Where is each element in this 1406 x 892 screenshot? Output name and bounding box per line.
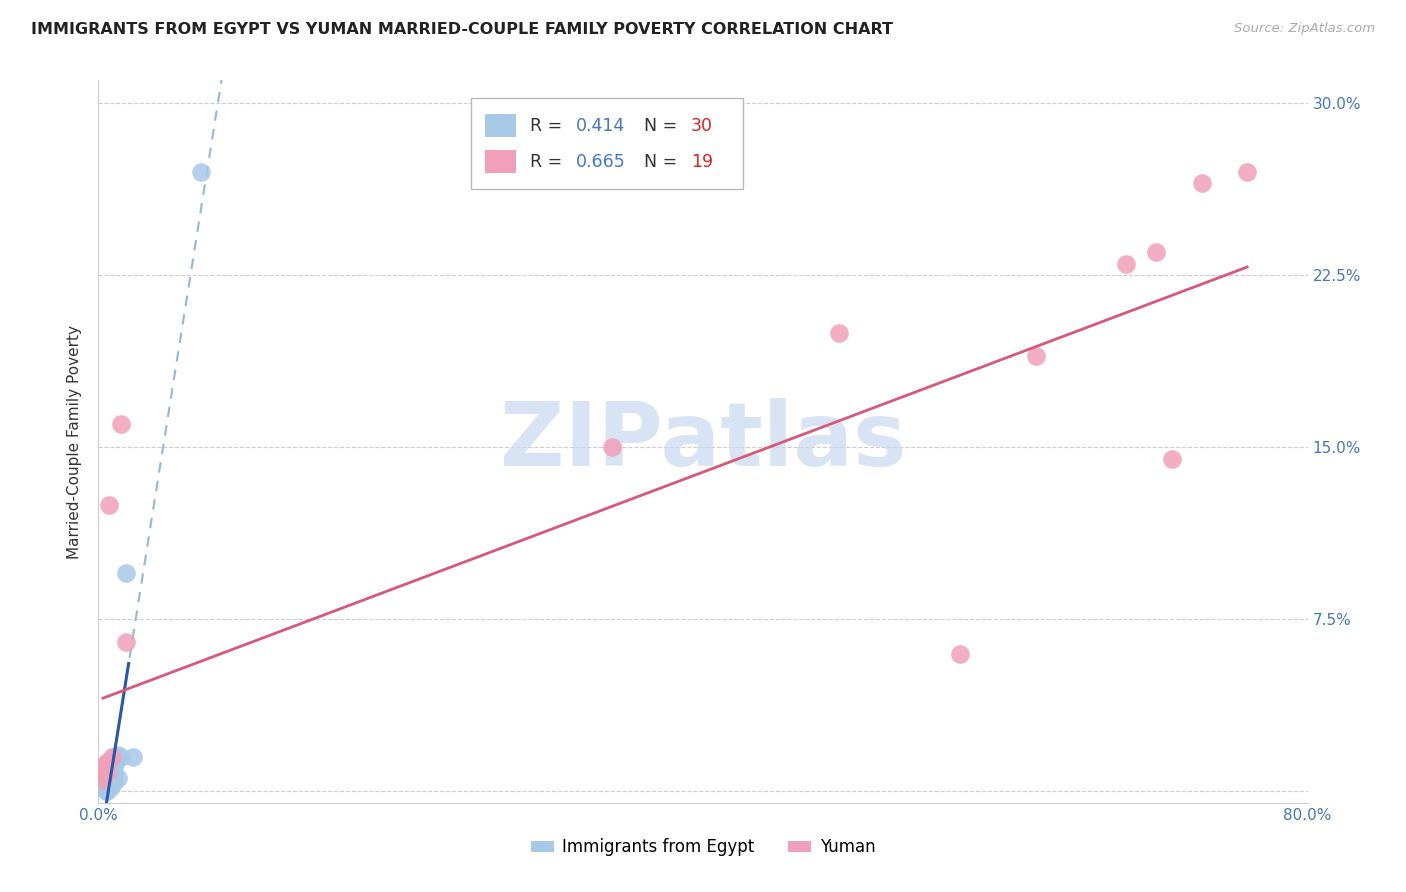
Point	[602, 440, 624, 454]
Point	[96, 780, 118, 794]
Point	[1160, 451, 1182, 466]
Point	[93, 766, 115, 780]
Point	[190, 165, 212, 179]
Point	[110, 417, 132, 432]
Y-axis label: Married-Couple Family Poverty: Married-Couple Family Poverty	[67, 325, 83, 558]
Point	[110, 750, 132, 764]
Point	[1191, 177, 1213, 191]
Point	[104, 755, 127, 769]
Point	[103, 755, 125, 769]
Point	[96, 766, 118, 780]
Point	[94, 782, 117, 797]
Point	[114, 635, 136, 649]
Point	[107, 747, 129, 762]
Point	[94, 784, 117, 798]
Point	[93, 759, 115, 773]
Point	[94, 756, 117, 771]
FancyBboxPatch shape	[485, 114, 516, 137]
Point	[114, 566, 136, 581]
Point	[949, 647, 972, 661]
Point	[94, 771, 117, 785]
Point	[101, 775, 124, 789]
Point	[828, 326, 851, 340]
Point	[1024, 349, 1046, 363]
FancyBboxPatch shape	[471, 98, 742, 189]
Point	[94, 782, 117, 797]
Point	[98, 777, 121, 791]
Point	[94, 780, 117, 794]
Text: N =: N =	[633, 153, 683, 171]
Text: 0.665: 0.665	[576, 153, 626, 171]
Point	[96, 784, 118, 798]
Text: R =: R =	[530, 117, 568, 135]
Point	[94, 777, 117, 791]
Text: IMMIGRANTS FROM EGYPT VS YUMAN MARRIED-COUPLE FAMILY POVERTY CORRELATION CHART: IMMIGRANTS FROM EGYPT VS YUMAN MARRIED-C…	[31, 22, 893, 37]
Point	[1146, 245, 1168, 260]
Point	[1115, 257, 1137, 271]
Point	[91, 772, 114, 787]
Point	[101, 761, 124, 775]
Text: ZIPatlas: ZIPatlas	[501, 398, 905, 485]
Point	[101, 750, 124, 764]
Point	[122, 750, 145, 764]
FancyBboxPatch shape	[485, 151, 516, 173]
Point	[98, 498, 121, 512]
Point	[96, 771, 118, 785]
Point	[100, 780, 122, 794]
Point	[100, 775, 122, 789]
Point	[100, 766, 122, 780]
Point	[94, 772, 117, 787]
Legend: Immigrants from Egypt, Yuman: Immigrants from Egypt, Yuman	[524, 831, 882, 863]
Point	[104, 750, 127, 764]
Point	[1236, 165, 1258, 179]
Text: 0.414: 0.414	[576, 117, 626, 135]
Point	[96, 755, 118, 769]
Text: 19: 19	[690, 153, 713, 171]
Point	[104, 756, 127, 771]
Point	[103, 775, 125, 789]
Text: 30: 30	[690, 117, 713, 135]
Point	[96, 782, 118, 797]
Text: Source: ZipAtlas.com: Source: ZipAtlas.com	[1234, 22, 1375, 36]
Text: N =: N =	[633, 117, 683, 135]
Text: R =: R =	[530, 153, 568, 171]
Point	[103, 766, 125, 780]
Point	[98, 771, 121, 785]
Point	[107, 771, 129, 785]
